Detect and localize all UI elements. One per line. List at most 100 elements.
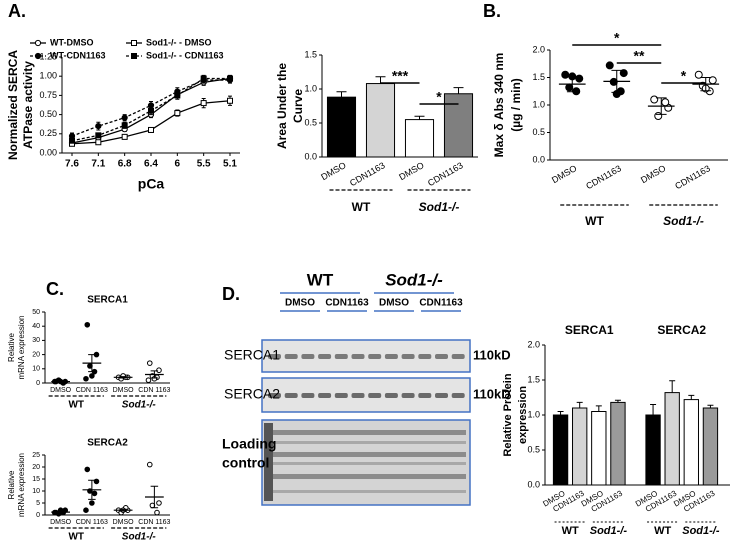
marker — [121, 114, 128, 121]
blot-band — [266, 474, 466, 479]
y-tick-label: 0.0 — [532, 154, 545, 164]
group-label: Sod1-/- — [682, 525, 720, 537]
error-bar — [119, 508, 127, 512]
y-tick-label: 0 — [36, 380, 40, 387]
x-tick-label: DMSO — [550, 163, 578, 185]
blot-band — [284, 393, 298, 398]
group-label: Sod1-/- — [663, 214, 704, 228]
legend-marker — [34, 52, 42, 60]
panel-title: SERCA2 — [657, 323, 706, 337]
x-tick-label: 6 — [175, 159, 181, 170]
blot-condition-label: DMSO — [379, 298, 409, 309]
blot-ladder — [264, 423, 273, 501]
group-label: WT — [68, 400, 84, 411]
y-tick-label: 1.00 — [39, 71, 57, 81]
blot-row-label: Loading — [222, 436, 276, 452]
legend-marker — [131, 53, 137, 59]
marker — [121, 133, 128, 140]
x-tick-label: DMSO — [113, 519, 135, 526]
bar — [645, 414, 661, 486]
bar — [572, 407, 588, 486]
y-tick-label: 2.0 — [527, 339, 540, 349]
y-axis-label: Area Under the — [275, 63, 289, 149]
group-label: WT — [585, 214, 604, 228]
y-tick-label: 0.0 — [527, 479, 540, 489]
data-point — [146, 461, 153, 468]
blot-band — [266, 430, 466, 435]
error-bar — [655, 97, 667, 115]
blot-band — [418, 354, 432, 359]
y-tick-label: 15 — [32, 476, 40, 483]
legend-label: Sod1-/- - DMSO — [146, 37, 212, 47]
marker — [227, 75, 233, 82]
marker — [148, 107, 154, 114]
error-bar — [150, 485, 159, 509]
y-tick-label: 0.0 — [304, 151, 317, 161]
data-point — [654, 112, 663, 120]
significance-label: * — [681, 68, 687, 84]
blot-row-label: control — [222, 455, 269, 471]
error-bar — [119, 376, 127, 379]
y-axis-label: Max δ Abs 340 nm — [492, 53, 506, 158]
error-bar — [150, 370, 159, 379]
blot-band — [268, 393, 281, 398]
x-tick-label: CDN 1163 — [76, 519, 108, 526]
bar — [552, 414, 569, 486]
y-axis-label: mRNA expression — [17, 315, 26, 379]
x-tick-label: 7.6 — [65, 159, 79, 170]
x-tick-label: CDN1163 — [584, 163, 623, 191]
data-point — [89, 500, 95, 506]
y-tick-label: 1.0 — [532, 99, 545, 109]
y-tick-label: 20 — [32, 351, 40, 358]
data-point — [84, 321, 91, 328]
y-tick-label: 10 — [32, 366, 40, 373]
panel-title: SERCA1 — [565, 323, 614, 337]
blot-condition-label: DMSO — [285, 298, 315, 309]
x-tick-label: DMSO — [50, 519, 72, 526]
blot-band — [435, 393, 448, 398]
legend-label: WT-DMSO — [50, 37, 94, 47]
blot-band — [401, 354, 415, 359]
bar — [404, 119, 435, 158]
legend-label: Sod1-/- - CDN1163 — [146, 50, 224, 60]
y-axis-label: Normalized SERCA — [6, 50, 20, 160]
group-label: WT — [68, 532, 84, 543]
marker — [95, 139, 102, 146]
x-axis-label: pCa — [138, 176, 165, 192]
blot-band — [451, 354, 465, 359]
marker — [121, 122, 128, 129]
data-point — [84, 466, 91, 473]
panel-label: A. — [8, 1, 26, 21]
blot-band — [334, 393, 348, 398]
blot-band — [401, 393, 415, 398]
data-point — [89, 373, 95, 379]
y-tick-label: 1.25 — [39, 51, 57, 61]
group-label: Sod1-/- — [590, 525, 628, 537]
blot-size-label: 110kD — [473, 347, 511, 362]
blot-band — [435, 354, 448, 359]
chart-title: SERCA2 — [87, 438, 128, 449]
x-tick-label: DMSO — [113, 387, 135, 394]
data-point — [661, 98, 670, 107]
y-tick-label: 40 — [32, 323, 40, 330]
blot-band — [318, 393, 332, 398]
x-tick-label: 6.8 — [118, 159, 132, 170]
y-axis-label: mRNA expression — [17, 453, 26, 517]
group-label: WT — [352, 200, 371, 214]
error-bar — [566, 75, 578, 93]
x-tick-label: 7.1 — [91, 159, 105, 170]
data-point — [605, 61, 614, 70]
error-bar — [56, 380, 65, 383]
x-tick-label: CDN 1163 — [76, 387, 108, 394]
blot-band — [384, 393, 398, 398]
x-tick-label: DMSO — [319, 160, 347, 182]
marker — [95, 132, 102, 139]
x-tick-label: CDN1163 — [426, 160, 465, 188]
blot-band — [301, 354, 315, 359]
data-point — [561, 70, 570, 79]
blot-size-label: 110kD — [473, 386, 511, 401]
y-axis-label: Curve — [291, 89, 305, 123]
y-tick-label: 1.0 — [527, 409, 540, 419]
y-tick-label: 0.5 — [532, 127, 545, 137]
